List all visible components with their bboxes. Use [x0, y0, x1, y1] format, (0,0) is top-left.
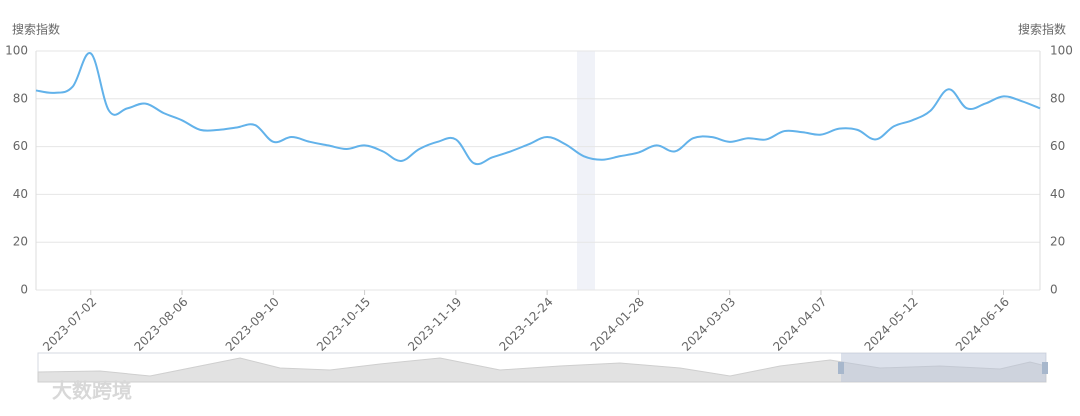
line-series: [35, 52, 1041, 166]
y-tick-label: 20: [13, 235, 28, 249]
x-tick-label: 2023-09-10: [223, 295, 282, 354]
y2-axis-title: 搜索指数: [1018, 22, 1066, 37]
y-axis-title: 搜索指数: [12, 22, 60, 37]
y-tick-label: 0: [20, 283, 28, 297]
x-tick-label: 2024-01-28: [588, 295, 647, 354]
zoom-handle[interactable]: [1042, 362, 1048, 374]
x-tick-label: 2023-10-15: [314, 295, 373, 354]
y2-tick-label: 0: [1050, 283, 1058, 297]
x-tick-label: 2024-05-12: [862, 295, 921, 354]
watermark: 大数跨境: [52, 379, 132, 403]
x-tick-label: 2024-04-07: [770, 295, 829, 354]
zoom-handle[interactable]: [838, 362, 844, 374]
y-tick-label: 80: [13, 91, 28, 105]
x-tick-label: 2023-11-19: [405, 295, 464, 354]
y-tick-label: 60: [13, 139, 28, 153]
y2-tick-label: 100: [1050, 44, 1073, 58]
y2-tick-label: 20: [1050, 235, 1065, 249]
x-tick-label: 2024-06-16: [953, 295, 1012, 354]
x-tick-label: 2023-07-02: [40, 295, 99, 354]
y2-tick-label: 60: [1050, 139, 1065, 153]
y-tick-label: 100: [5, 44, 28, 58]
y-tick-label: 40: [13, 187, 28, 201]
y2-tick-label: 40: [1050, 187, 1065, 201]
data-zoom: [37, 352, 1048, 383]
x-tick-label: 2024-03-03: [679, 295, 738, 354]
zoom-window[interactable]: [841, 353, 1046, 382]
hover-band: [577, 51, 595, 290]
y2-tick-label: 80: [1050, 91, 1065, 105]
x-tick-label: 2023-08-06: [131, 295, 190, 354]
x-tick-label: 2023-12-24: [497, 295, 556, 354]
